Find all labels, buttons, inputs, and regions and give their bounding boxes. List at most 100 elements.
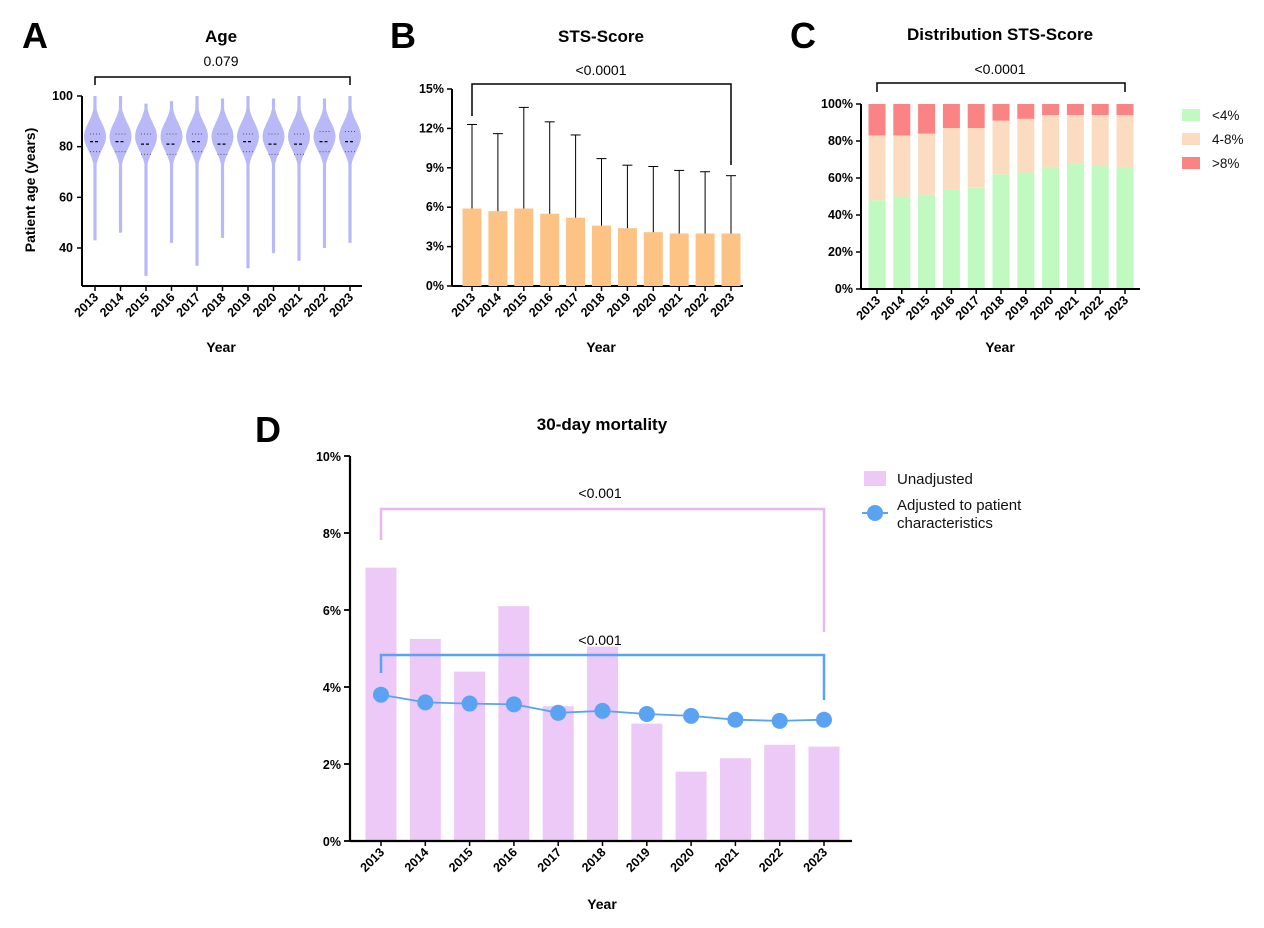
c-y-tick-label: 60% bbox=[828, 171, 853, 185]
d-bar-unadjusted bbox=[542, 706, 574, 841]
c-bar-low bbox=[1066, 163, 1084, 289]
a-y-tick-label: 60 bbox=[59, 190, 73, 204]
b-x-tick-label: 2022 bbox=[682, 290, 712, 320]
c-bar-high bbox=[918, 104, 936, 134]
c-bar-mid bbox=[967, 128, 985, 188]
a-violin bbox=[135, 103, 157, 276]
legend-d: Unadjusted Adjusted to patient character… bbox=[862, 471, 1022, 532]
c-x-tick-label: 2016 bbox=[928, 293, 958, 323]
b-y-tick-label: 6% bbox=[426, 200, 444, 214]
b-bar bbox=[462, 208, 482, 286]
d-bar-unadjusted bbox=[764, 744, 796, 841]
d-x-tick-label: 2013 bbox=[358, 845, 388, 875]
c-bar-high bbox=[893, 104, 911, 136]
a-violin bbox=[84, 96, 106, 241]
pvalue-b: <0.0001 bbox=[576, 62, 627, 78]
b-x-tick-label: 2020 bbox=[630, 290, 660, 320]
x-axis-label-a: Year bbox=[206, 339, 236, 355]
c-bar-low bbox=[893, 196, 911, 289]
d-bar-unadjusted bbox=[498, 606, 530, 841]
c-bar-low bbox=[1091, 165, 1109, 289]
d-x-tick-label: 2017 bbox=[535, 845, 565, 875]
d-point-adjusted bbox=[461, 695, 478, 712]
a-violin bbox=[339, 96, 361, 243]
d-point-adjusted bbox=[505, 696, 522, 713]
a-x-tick-label: 2015 bbox=[123, 290, 153, 320]
b-y-tick-label: 0% bbox=[426, 279, 444, 293]
panel-letter-c: C bbox=[790, 15, 816, 56]
d-bar-unadjusted bbox=[587, 646, 618, 841]
a-x-tick-label: 2018 bbox=[199, 290, 229, 320]
c-bar-low bbox=[868, 200, 886, 289]
a-x-tick-label: 2022 bbox=[301, 290, 331, 320]
c-x-tick-label: 2015 bbox=[903, 293, 933, 323]
a-violin bbox=[288, 96, 310, 261]
d-y-tick-label: 4% bbox=[323, 681, 341, 695]
c-bar-low bbox=[918, 194, 936, 289]
c-bar-mid bbox=[893, 135, 911, 197]
a-violin bbox=[186, 96, 208, 266]
pvalue-d-adjusted: <0.001 bbox=[578, 632, 621, 648]
d-point-adjusted bbox=[638, 705, 655, 722]
panel-c: C Distribution STS-Score <0.0001 Year 0%… bbox=[790, 15, 1244, 355]
b-bar bbox=[643, 232, 663, 286]
a-violin bbox=[160, 101, 183, 243]
a-x-tick-label: 2020 bbox=[250, 290, 280, 320]
b-x-tick-label: 2013 bbox=[449, 290, 479, 320]
chart-title-d: 30-day mortality bbox=[537, 415, 668, 434]
b-bar bbox=[617, 228, 637, 286]
panel-b: B STS-Score <0.0001 Year 0% 3% 6% 9% 12% 15% 2… bbox=[390, 15, 743, 355]
y-axis-label-a: Patient age (years) bbox=[22, 128, 38, 253]
legend-swatch-unadjusted bbox=[864, 471, 886, 486]
c-bar-low bbox=[942, 189, 960, 289]
legend-label-adjusted-2: characteristics bbox=[897, 515, 993, 532]
c-x-tick-label: 2013 bbox=[854, 293, 884, 323]
b-x-tick-label: 2023 bbox=[708, 290, 738, 320]
c-y-tick-label: 0% bbox=[835, 282, 853, 296]
b-bar bbox=[592, 225, 611, 286]
d-bar-unadjusted bbox=[808, 746, 840, 841]
c-bar-high bbox=[868, 104, 886, 136]
c-bar-high bbox=[1116, 104, 1134, 116]
panel-letter-d: D bbox=[255, 409, 281, 450]
panel-a: A Age 0.079 Year Patient age (years) 40 6… bbox=[22, 15, 362, 355]
d-x-tick-label: 2021 bbox=[712, 845, 742, 875]
d-x-tick-label: 2019 bbox=[623, 845, 653, 875]
d-x-tick-label: 2020 bbox=[668, 845, 698, 875]
b-x-tick-label: 2019 bbox=[604, 290, 634, 320]
c-bar-high bbox=[942, 104, 960, 129]
b-x-tick-label: 2015 bbox=[500, 290, 530, 320]
b-x-tick-label: 2014 bbox=[474, 290, 504, 320]
a-x-tick-label: 2013 bbox=[72, 290, 102, 320]
d-x-tick-label: 2015 bbox=[446, 845, 476, 875]
a-x-tick-label: 2017 bbox=[174, 290, 204, 320]
d-point-adjusted bbox=[683, 707, 700, 724]
chart-title-b: STS-Score bbox=[558, 27, 644, 46]
b-bar bbox=[669, 233, 689, 286]
c-bar-mid bbox=[1091, 115, 1109, 166]
d-bar-unadjusted bbox=[631, 723, 663, 841]
c-x-tick-label: 2021 bbox=[1052, 293, 1082, 323]
c-bar-mid bbox=[868, 135, 886, 201]
b-x-tick-label: 2021 bbox=[656, 290, 686, 320]
x-axis-label-c: Year bbox=[985, 339, 1015, 355]
a-violin bbox=[109, 96, 132, 233]
c-x-tick-label: 2022 bbox=[1077, 293, 1107, 323]
c-bar-mid bbox=[1017, 118, 1035, 173]
d-bracket-adjusted bbox=[379, 653, 826, 700]
d-point-adjusted bbox=[594, 702, 611, 719]
b-y-tick-label: 12% bbox=[419, 121, 444, 135]
pvalue-a: 0.079 bbox=[203, 53, 238, 69]
d-point-adjusted bbox=[417, 694, 434, 711]
a-violin bbox=[262, 98, 285, 254]
c-y-tick-label: 80% bbox=[828, 134, 853, 148]
b-bar bbox=[695, 233, 715, 286]
c-bar-low bbox=[967, 187, 985, 289]
x-axis-label-b: Year bbox=[586, 339, 616, 355]
legend-label-low: <4% bbox=[1212, 108, 1239, 123]
c-x-tick-label: 2023 bbox=[1102, 293, 1132, 323]
c-bar-mid bbox=[1116, 115, 1134, 167]
d-point-adjusted bbox=[727, 711, 744, 728]
legend-swatch-mid bbox=[1182, 133, 1200, 145]
